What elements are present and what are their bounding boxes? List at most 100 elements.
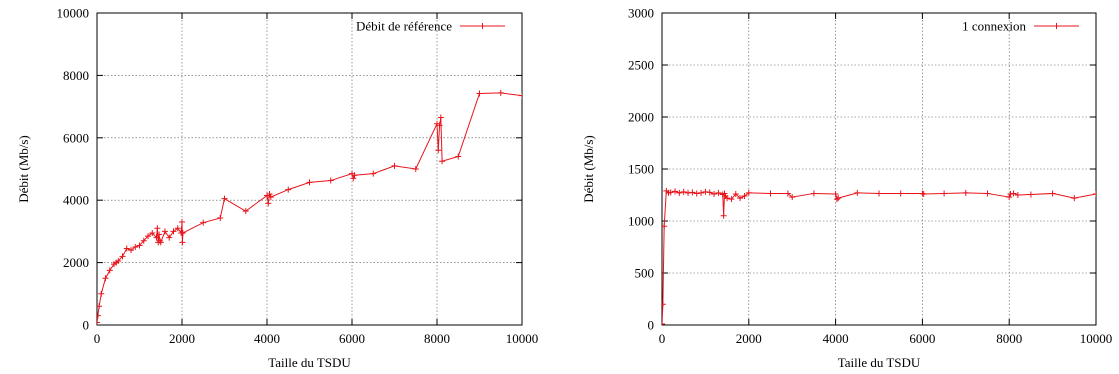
data-point	[267, 194, 274, 201]
data-point	[672, 188, 679, 195]
data-point	[667, 189, 674, 196]
x-tick-label: 4000	[254, 331, 280, 346]
data-point	[370, 170, 377, 177]
data-point	[391, 162, 398, 169]
series-line	[662, 189, 1096, 324]
chart-1: 0 2000 4000 6000 8000 10000 0 2000 4000 6000 8000 1…	[16, 6, 538, 371]
data-point	[919, 190, 926, 197]
legend-label: 1 connexion	[962, 19, 1026, 34]
x-tick-label: 0	[659, 331, 666, 346]
data-point	[128, 247, 134, 254]
data-point	[941, 190, 948, 197]
y-tick-label: 500	[635, 266, 655, 281]
data-point	[106, 267, 113, 274]
data-point	[265, 200, 272, 207]
x-tick-label: 6000	[339, 331, 365, 346]
data-point	[242, 208, 249, 215]
data-point	[97, 312, 101, 319]
data-point	[351, 172, 358, 179]
data-point	[1093, 190, 1096, 197]
data-point	[179, 229, 186, 236]
data-point	[154, 225, 161, 232]
data-point	[720, 212, 727, 219]
data-point	[439, 158, 446, 165]
x-tick-label: 10000	[506, 331, 539, 346]
y-tick-label: 1000	[628, 214, 654, 229]
data-point	[98, 290, 105, 297]
data-point	[153, 234, 160, 241]
data-point	[436, 122, 443, 129]
data-point	[693, 190, 700, 197]
data-point	[145, 233, 151, 240]
data-point	[662, 223, 668, 230]
plot-frame	[96, 12, 523, 326]
data-point	[123, 245, 130, 252]
y-tick-label: 2000	[628, 110, 654, 125]
data-point	[728, 196, 735, 203]
data-point	[1027, 191, 1034, 198]
data-point	[920, 190, 927, 197]
data-point	[789, 194, 796, 201]
x-tick-label: 8000	[424, 331, 450, 346]
data-point	[745, 189, 752, 196]
data-point	[676, 189, 683, 196]
data-point	[732, 190, 739, 197]
x-tick-label: 10000	[1080, 331, 1113, 346]
data-point	[835, 195, 842, 202]
data-point	[497, 89, 504, 96]
data-point	[724, 195, 731, 202]
data-point	[170, 228, 177, 235]
data-point	[962, 189, 969, 196]
data-point	[179, 239, 186, 246]
data-point	[132, 244, 139, 250]
data-point	[217, 214, 224, 221]
y-tick-label: 0	[648, 318, 655, 333]
data-point	[1006, 194, 1013, 201]
data-point	[698, 189, 705, 196]
data-point	[689, 189, 696, 196]
data-point	[119, 253, 126, 260]
data-point	[221, 195, 228, 202]
data-point	[285, 186, 292, 193]
x-axis-label: Taille du TSDU	[268, 355, 351, 370]
data-point	[832, 190, 839, 197]
data-point	[737, 195, 744, 202]
data-point	[435, 147, 442, 154]
data-point	[1007, 190, 1014, 197]
legend-label: Débit de référence	[356, 19, 452, 34]
data-point	[200, 219, 207, 226]
data-point	[455, 153, 462, 160]
data-point	[662, 301, 666, 308]
data-point	[702, 188, 709, 195]
legend-marker	[479, 23, 486, 29]
data-point	[715, 189, 722, 196]
y-tick-label: 4000	[63, 193, 89, 208]
data-point	[1071, 195, 1078, 202]
y-tick-label: 3000	[628, 6, 654, 21]
data-point	[266, 190, 273, 197]
data-point	[179, 219, 185, 226]
data-point	[115, 258, 122, 265]
data-point	[784, 190, 791, 197]
y-tick-label: 2000	[63, 255, 89, 270]
x-tick-label: 4000	[823, 331, 849, 346]
x-axis-label: Taille du TSDU	[838, 355, 921, 370]
data-point	[680, 188, 687, 195]
chart-2: 0 2000 4000 6000 8000 10000 0 500 1000 1500 2000 25…	[581, 6, 1112, 371]
data-point	[721, 190, 728, 197]
data-point	[767, 190, 774, 197]
y-tick-label: 10000	[57, 6, 90, 21]
data-point	[412, 166, 419, 172]
data-point	[833, 196, 840, 203]
data-point	[1014, 192, 1021, 198]
data-point	[741, 193, 748, 200]
y-tick-label: 1500	[628, 162, 654, 177]
legend-marker	[1053, 23, 1060, 29]
data-point	[174, 225, 181, 232]
data-point	[706, 189, 713, 196]
data-point	[350, 175, 357, 182]
data-point	[140, 237, 147, 244]
y-tick-label: 8000	[63, 68, 89, 83]
data-point	[162, 228, 168, 235]
